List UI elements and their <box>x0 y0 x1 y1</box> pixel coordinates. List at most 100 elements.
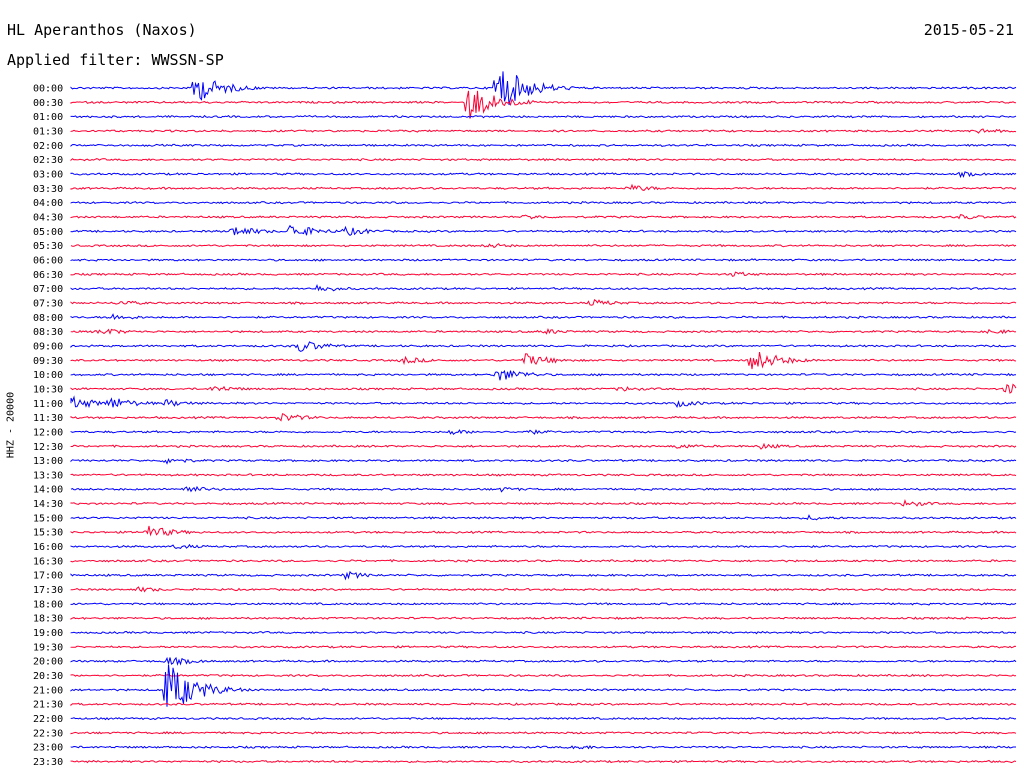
date-label: 2015-05-21 <box>923 21 1014 39</box>
time-tick-label: 16:30 <box>33 556 63 567</box>
time-tick-label: 15:00 <box>33 513 63 524</box>
seismic-trace <box>70 702 1017 707</box>
seismic-trace <box>70 413 1017 422</box>
seismic-trace <box>70 543 1017 549</box>
seismic-trace <box>70 499 1017 507</box>
seismic-trace <box>70 114 1017 119</box>
time-tick-label: 02:30 <box>33 155 63 166</box>
time-tick-label: 17:00 <box>33 571 63 582</box>
seismic-trace <box>70 570 1017 581</box>
seismic-trace <box>70 90 1017 119</box>
seismic-trace <box>70 243 1017 249</box>
seismic-trace <box>70 656 1017 666</box>
time-tick-label: 06:00 <box>33 255 63 266</box>
seismic-trace <box>70 586 1017 593</box>
seismic-trace <box>70 157 1017 162</box>
seismic-trace <box>70 731 1017 735</box>
time-tick-label: 14:00 <box>33 485 63 496</box>
time-tick-label: 11:00 <box>33 399 63 410</box>
seismic-trace <box>70 759 1017 764</box>
time-tick-label: 02:00 <box>33 141 63 152</box>
time-tick-label: 08:00 <box>33 313 63 324</box>
time-tick-label: 18:00 <box>33 599 63 610</box>
seismic-trace <box>70 171 1017 179</box>
seismic-trace <box>70 442 1017 450</box>
seismic-trace <box>70 258 1017 262</box>
time-tick-label: 01:30 <box>33 126 63 137</box>
time-tick-label: 19:00 <box>33 628 63 639</box>
time-tick-label: 20:00 <box>33 657 63 668</box>
seismic-trace <box>70 485 1017 493</box>
seismic-trace <box>70 183 1017 191</box>
seismic-trace <box>70 645 1017 649</box>
time-tick-label: 00:00 <box>33 84 63 95</box>
time-tick-label: 10:00 <box>33 370 63 381</box>
seismic-trace <box>70 313 1017 321</box>
time-tick-label: 12:00 <box>33 427 63 438</box>
time-tick-label: 22:00 <box>33 714 63 725</box>
time-tick-label: 18:30 <box>33 614 63 625</box>
seismic-trace <box>70 429 1017 435</box>
time-tick-label: 23:30 <box>33 757 63 768</box>
filter-label: Applied filter: WWSSN-SP <box>7 51 224 69</box>
time-tick-label: 22:30 <box>33 728 63 739</box>
time-tick-label: 05:00 <box>33 227 63 238</box>
seismic-trace <box>70 328 1017 335</box>
time-tick-label: 11:30 <box>33 413 63 424</box>
time-tick-label: 13:00 <box>33 456 63 467</box>
seismic-trace <box>70 283 1017 292</box>
time-tick-label: 23:00 <box>33 743 63 754</box>
seismic-trace <box>70 559 1017 563</box>
seismic-trace <box>70 383 1017 394</box>
seismic-trace <box>70 716 1017 721</box>
seismic-trace <box>70 395 1017 409</box>
time-tick-label: 15:30 <box>33 528 63 539</box>
time-tick-label: 21:00 <box>33 685 63 696</box>
time-tick-label: 04:30 <box>33 212 63 223</box>
seismic-trace <box>70 143 1017 148</box>
time-tick-label: 13:30 <box>33 470 63 481</box>
time-tick-label: 20:30 <box>33 671 63 682</box>
seismic-trace <box>70 525 1017 537</box>
seismic-trace <box>70 673 1017 678</box>
time-tick-label: 07:00 <box>33 284 63 295</box>
time-tick-label: 00:30 <box>33 98 63 109</box>
time-tick-label: 05:30 <box>33 241 63 252</box>
seismic-trace <box>70 200 1017 205</box>
time-tick-label: 17:30 <box>33 585 63 596</box>
time-tick-label: 16:00 <box>33 542 63 553</box>
seismic-trace <box>70 224 1017 237</box>
seismic-trace <box>70 514 1017 521</box>
seismic-trace <box>70 71 1017 106</box>
seismic-trace <box>70 299 1017 306</box>
time-tick-label: 06:30 <box>33 270 63 281</box>
seismic-trace <box>70 341 1017 352</box>
seismic-trace <box>70 369 1016 381</box>
time-tick-label: 01:00 <box>33 112 63 123</box>
time-tick-label: 21:30 <box>33 700 63 711</box>
seismic-trace <box>70 744 1016 750</box>
time-tick-label: 14:30 <box>33 499 63 510</box>
seismic-trace <box>70 630 1017 635</box>
time-tick-label: 04:00 <box>33 198 63 209</box>
seismic-trace <box>70 128 1017 134</box>
seismic-trace <box>70 352 1017 370</box>
time-tick-label: 10:30 <box>33 384 63 395</box>
seismic-trace <box>70 473 1017 477</box>
time-tick-label: 03:30 <box>33 184 63 195</box>
seismic-trace <box>70 664 1017 707</box>
time-tick-label: 19:30 <box>33 642 63 653</box>
seismic-trace <box>70 602 1017 606</box>
seismic-trace <box>70 458 1017 465</box>
seismic-trace <box>70 271 1017 277</box>
time-tick-label: 03:00 <box>33 169 63 180</box>
seismic-trace <box>70 616 1017 620</box>
station-title: HL Aperanthos (Naxos) <box>7 21 197 39</box>
time-tick-label: 12:30 <box>33 442 63 453</box>
time-tick-label: 07:30 <box>33 298 63 309</box>
time-tick-label: 09:00 <box>33 341 63 352</box>
seismic-trace <box>70 214 1017 220</box>
time-tick-label: 08:30 <box>33 327 63 338</box>
time-tick-label: 09:30 <box>33 356 63 367</box>
